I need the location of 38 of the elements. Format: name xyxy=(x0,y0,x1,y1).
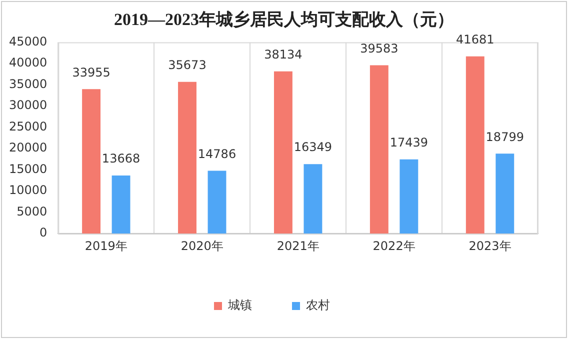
bar xyxy=(208,170,226,234)
data-label: 14786 xyxy=(198,146,236,161)
bar xyxy=(82,89,101,234)
x-tick-label: 2022年 xyxy=(372,238,416,253)
y-tick-label: 25000 xyxy=(8,119,48,134)
bar xyxy=(496,154,514,234)
y-tick-label: 45000 xyxy=(8,34,48,48)
chart-title: 2019—2023年城乡居民人均可支配收入（元） xyxy=(113,9,455,31)
bar xyxy=(112,175,130,234)
legend-label: 城镇 xyxy=(227,298,252,312)
y-tick-label: 20000 xyxy=(8,140,48,155)
y-tick-label: 0 xyxy=(40,226,48,240)
y-tick-label: 10000 xyxy=(8,183,48,198)
data-label: 39583 xyxy=(360,41,398,56)
data-label: 38134 xyxy=(264,48,302,62)
data-label: 17439 xyxy=(390,136,428,150)
x-tick-label: 2023年 xyxy=(468,238,512,253)
data-label: 41681 xyxy=(456,32,494,46)
bar xyxy=(400,159,418,234)
data-label: 16349 xyxy=(294,140,332,154)
legend-label: 农村 xyxy=(306,298,330,312)
data-label: 18799 xyxy=(486,130,524,144)
bar xyxy=(466,56,484,234)
x-tick-label: 2019年 xyxy=(84,238,128,253)
bar xyxy=(304,164,322,234)
y-tick-label: 30000 xyxy=(8,98,48,112)
data-label: 33955 xyxy=(72,65,110,80)
data-label: 35673 xyxy=(168,58,206,72)
data-label: 13668 xyxy=(102,152,140,166)
bar xyxy=(178,82,196,234)
y-tick-label: 40000 xyxy=(8,56,48,70)
y-tick-label: 15000 xyxy=(8,162,48,176)
x-tick-label: 2021年 xyxy=(276,238,320,253)
y-tick-label: 5000 xyxy=(16,204,48,218)
bar xyxy=(274,71,292,234)
y-tick-label: 35000 xyxy=(8,76,48,91)
x-tick-label: 2020年 xyxy=(180,238,224,253)
bar xyxy=(370,65,388,234)
